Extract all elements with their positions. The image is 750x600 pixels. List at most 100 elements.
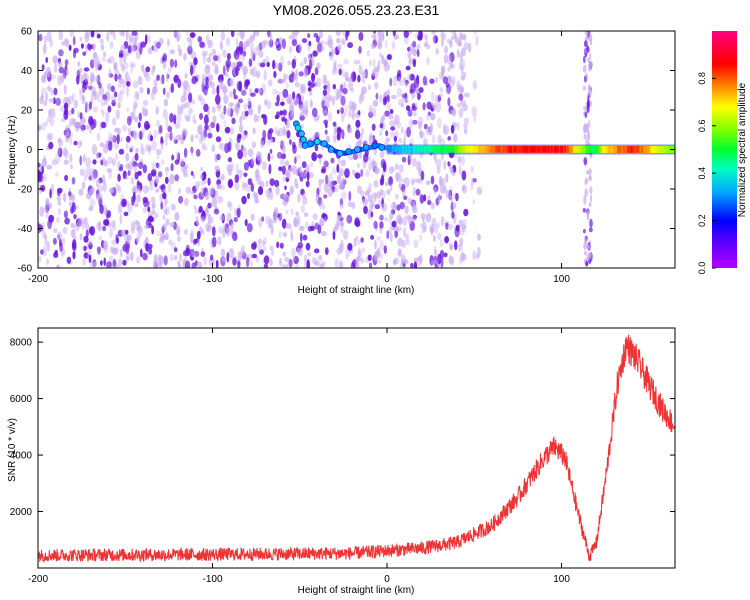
noise-speckle xyxy=(113,91,118,98)
noise-speckle xyxy=(463,117,470,125)
noise-speckle xyxy=(430,229,434,237)
noise-speckle xyxy=(375,92,379,100)
noise-speckle xyxy=(98,235,103,241)
noise-speckle xyxy=(62,226,68,235)
noise-speckle xyxy=(298,42,303,54)
noise-speckle xyxy=(241,195,247,205)
ridge-cell xyxy=(635,145,637,153)
ridge-cell xyxy=(609,145,612,153)
noise-speckle xyxy=(269,245,274,251)
noise-speckle xyxy=(174,159,180,165)
noise-speckle xyxy=(45,209,49,219)
noise-speckle xyxy=(234,102,241,111)
noise-speckle xyxy=(216,122,220,133)
noise-speckle xyxy=(60,74,65,82)
noise-speckle xyxy=(77,61,81,67)
noise-speckle xyxy=(159,232,164,242)
noise-speckle xyxy=(236,207,241,218)
noise-speckle xyxy=(146,243,153,249)
noise-speckle xyxy=(322,110,328,115)
noise-speckle xyxy=(167,125,172,133)
ridge-cell xyxy=(369,145,372,150)
noise-speckle xyxy=(151,161,157,172)
noise-speckle xyxy=(380,115,386,122)
noise-speckle xyxy=(164,176,169,184)
noise-speckle xyxy=(202,77,205,85)
noise-speckle xyxy=(472,178,477,183)
noise-speckle xyxy=(278,166,283,172)
noise-speckle xyxy=(79,155,82,166)
noise-speckle xyxy=(268,127,274,134)
noise-speckle xyxy=(310,161,314,168)
noise-speckle xyxy=(93,261,97,267)
noise-speckle xyxy=(87,43,91,50)
noise-speckle xyxy=(110,94,117,104)
noise-speckle xyxy=(40,122,47,131)
noise-speckle xyxy=(88,240,93,246)
noise-speckle xyxy=(44,238,48,246)
noise-speckle xyxy=(152,65,156,71)
noise-speckle xyxy=(407,109,413,117)
noise-speckle xyxy=(584,188,588,197)
noise-speckle xyxy=(460,251,465,262)
noise-speckle xyxy=(89,101,92,110)
noise-speckle xyxy=(217,53,221,64)
noise-speckle xyxy=(332,167,337,175)
noise-speckle xyxy=(147,206,151,213)
noise-speckle xyxy=(299,171,304,182)
ridge-cell xyxy=(425,145,427,153)
noise-speckle xyxy=(333,135,337,144)
noise-speckle xyxy=(394,230,399,238)
noise-speckle xyxy=(83,174,87,182)
noise-speckle xyxy=(410,83,416,94)
noise-speckle xyxy=(343,58,349,65)
noise-speckle xyxy=(376,191,381,199)
noise-speckle xyxy=(336,163,340,173)
noise-speckle xyxy=(437,193,441,205)
noise-speckle xyxy=(90,94,94,105)
noise-speckle xyxy=(389,120,395,127)
noise-speckle xyxy=(328,172,333,183)
ridge-cell xyxy=(507,145,510,153)
noise-speckle xyxy=(142,206,148,213)
noise-speckle xyxy=(125,135,131,143)
noise-speckle xyxy=(169,131,173,141)
y-tick-label: 20 xyxy=(21,106,33,117)
noise-speckle xyxy=(46,133,52,142)
noise-speckle xyxy=(400,126,404,134)
noise-speckle xyxy=(131,130,137,138)
noise-speckle xyxy=(216,153,221,161)
noise-speckle xyxy=(433,245,437,252)
noise-speckle xyxy=(173,114,177,125)
ridge-cell xyxy=(417,145,420,153)
snr-x-label: Height of straight line (km) xyxy=(298,585,415,596)
noise-speckle xyxy=(584,180,588,185)
ridge-cell xyxy=(611,145,613,153)
noise-speckle xyxy=(291,39,298,47)
noise-speckle xyxy=(375,248,380,258)
noise-speckle xyxy=(477,233,481,241)
noise-speckle xyxy=(281,97,285,102)
noise-speckle xyxy=(588,227,593,233)
noise-speckle xyxy=(472,250,476,261)
noise-speckle xyxy=(202,145,208,151)
noise-speckle xyxy=(389,211,394,220)
noise-speckle xyxy=(117,92,123,103)
noise-speckle xyxy=(279,110,283,116)
noise-speckle xyxy=(406,240,411,246)
noise-speckle xyxy=(408,59,413,67)
noise-speckle xyxy=(166,38,170,47)
noise-speckle xyxy=(371,160,377,165)
noise-speckle xyxy=(440,40,444,47)
noise-speckle xyxy=(457,40,463,47)
noise-speckle xyxy=(302,196,308,206)
noise-speckle xyxy=(106,31,110,42)
noise-speckle xyxy=(63,210,68,219)
noise-speckle xyxy=(130,251,134,262)
noise-speckle xyxy=(370,235,375,240)
noise-speckle xyxy=(357,110,361,116)
ridge-cell xyxy=(585,145,588,153)
noise-speckle xyxy=(258,50,264,58)
noise-speckle xyxy=(130,63,134,74)
